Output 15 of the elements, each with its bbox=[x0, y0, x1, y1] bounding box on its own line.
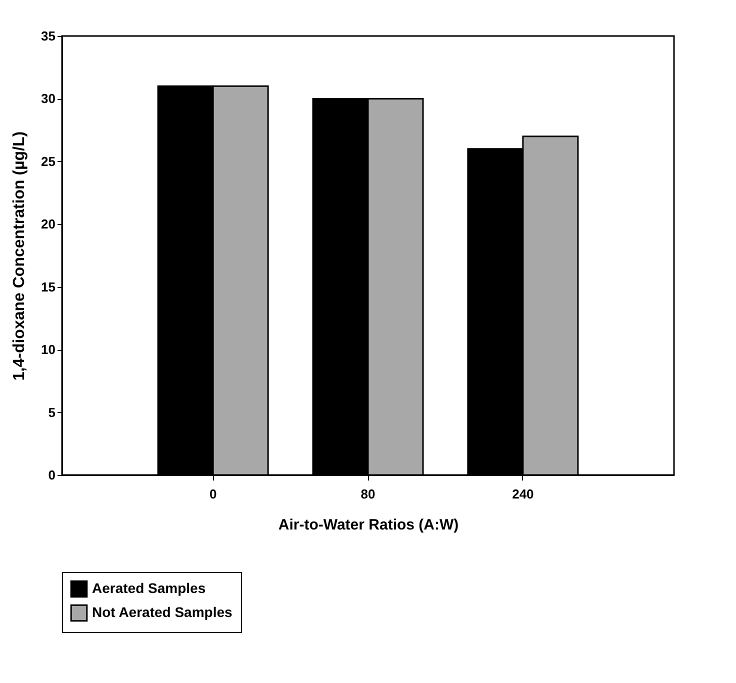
legend-label: Aerated Samples bbox=[92, 580, 206, 596]
y-tick-label: 0 bbox=[48, 468, 56, 482]
x-axis-title: Air-to-Water Ratios (A:W) bbox=[278, 516, 459, 534]
y-tick-label: 20 bbox=[41, 216, 56, 232]
y-axis-title: 1,4-dioxane Concentration (µg/L) bbox=[11, 131, 28, 381]
y-tick-label: 30 bbox=[41, 91, 56, 106]
y-tick-label: 10 bbox=[41, 342, 56, 358]
x-tick-label: 240 bbox=[512, 486, 534, 502]
y-tick-label: 15 bbox=[41, 279, 56, 294]
y-tick-label: 25 bbox=[41, 154, 56, 169]
legend-label: Not Aerated Samples bbox=[92, 604, 233, 620]
y-tick-label: 35 bbox=[41, 28, 56, 44]
y-tick-label: 5 bbox=[48, 404, 56, 420]
x-tick-label: 0 bbox=[209, 486, 217, 502]
x-tick-label: 80 bbox=[360, 486, 376, 502]
